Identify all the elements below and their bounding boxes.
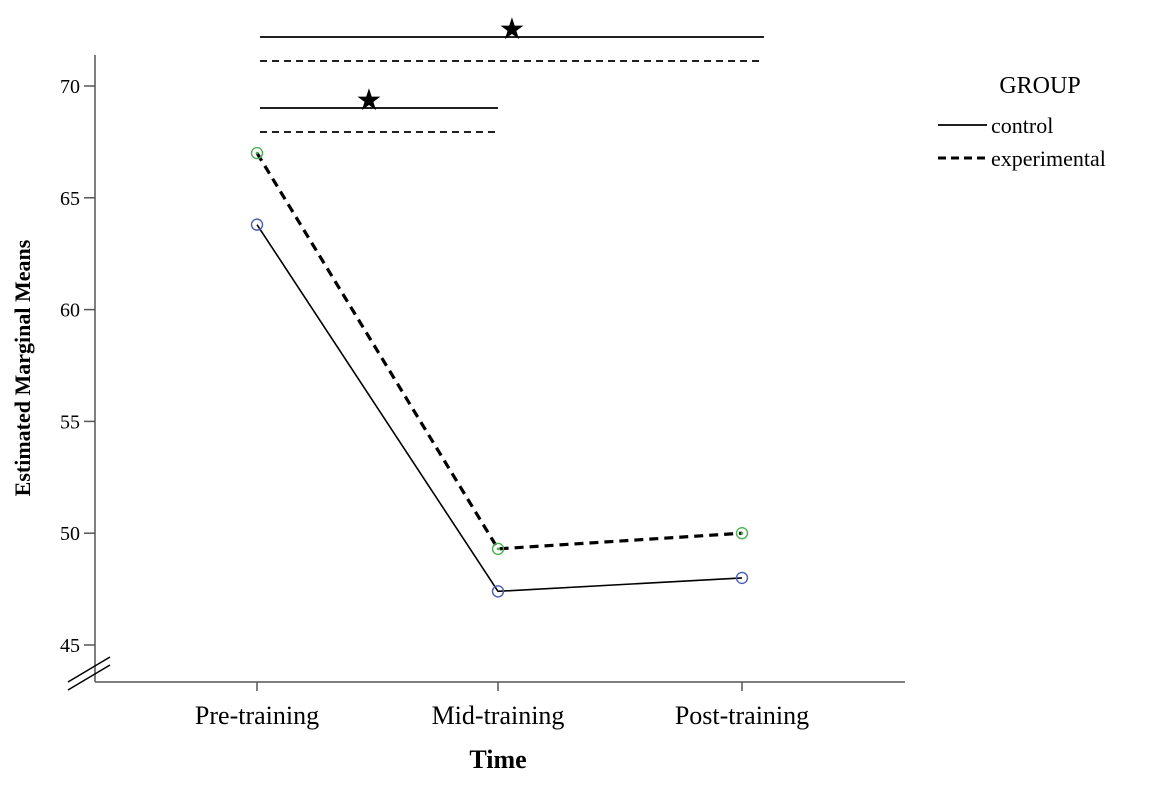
axis-break-icon	[67, 656, 111, 691]
point-experimental-2	[735, 527, 749, 540]
point-control-2	[735, 571, 749, 585]
y-tick-label-70: 70	[60, 76, 80, 98]
x-ticks: Pre-training Mid-training Post-training	[195, 682, 809, 730]
point-dot-experimental-1	[496, 547, 500, 551]
point-experimental-1	[491, 542, 505, 556]
y-ticks: 45 50 55 60 65 70	[60, 76, 95, 657]
point-control-0	[250, 218, 264, 231]
point-experimental-0	[250, 146, 264, 160]
y-tick-label-55: 55	[60, 411, 80, 433]
point-control-1	[491, 585, 505, 598]
legend-title: GROUP	[999, 73, 1080, 99]
significance-star-icon-0: ★	[499, 12, 526, 47]
legend: GROUP control experimental	[938, 73, 1106, 171]
significance-annotations: ★★	[260, 12, 764, 133]
y-tick-label-65: 65	[60, 188, 80, 210]
legend-label-control: control	[991, 113, 1053, 138]
point-dot-experimental-2	[740, 531, 744, 535]
series-line-control	[256, 224, 743, 593]
series-line-experimental	[255, 152, 743, 551]
legend-label-experimental: experimental	[991, 146, 1106, 171]
point-dot-experimental-0	[255, 151, 259, 155]
x-tick-label-1: Mid-training	[432, 701, 565, 730]
y-axis-title: Estimated Marginal Means	[10, 239, 35, 496]
x-tick-label-0: Pre-training	[195, 701, 319, 730]
significance-star-icon-1: ★	[356, 83, 383, 118]
x-tick-label-2: Post-training	[675, 701, 809, 730]
series-layer	[250, 146, 749, 598]
y-tick-label-60: 60	[60, 300, 80, 322]
y-tick-label-50: 50	[60, 523, 80, 545]
x-axis-title: Time	[469, 745, 526, 774]
y-tick-label-45: 45	[60, 635, 80, 657]
